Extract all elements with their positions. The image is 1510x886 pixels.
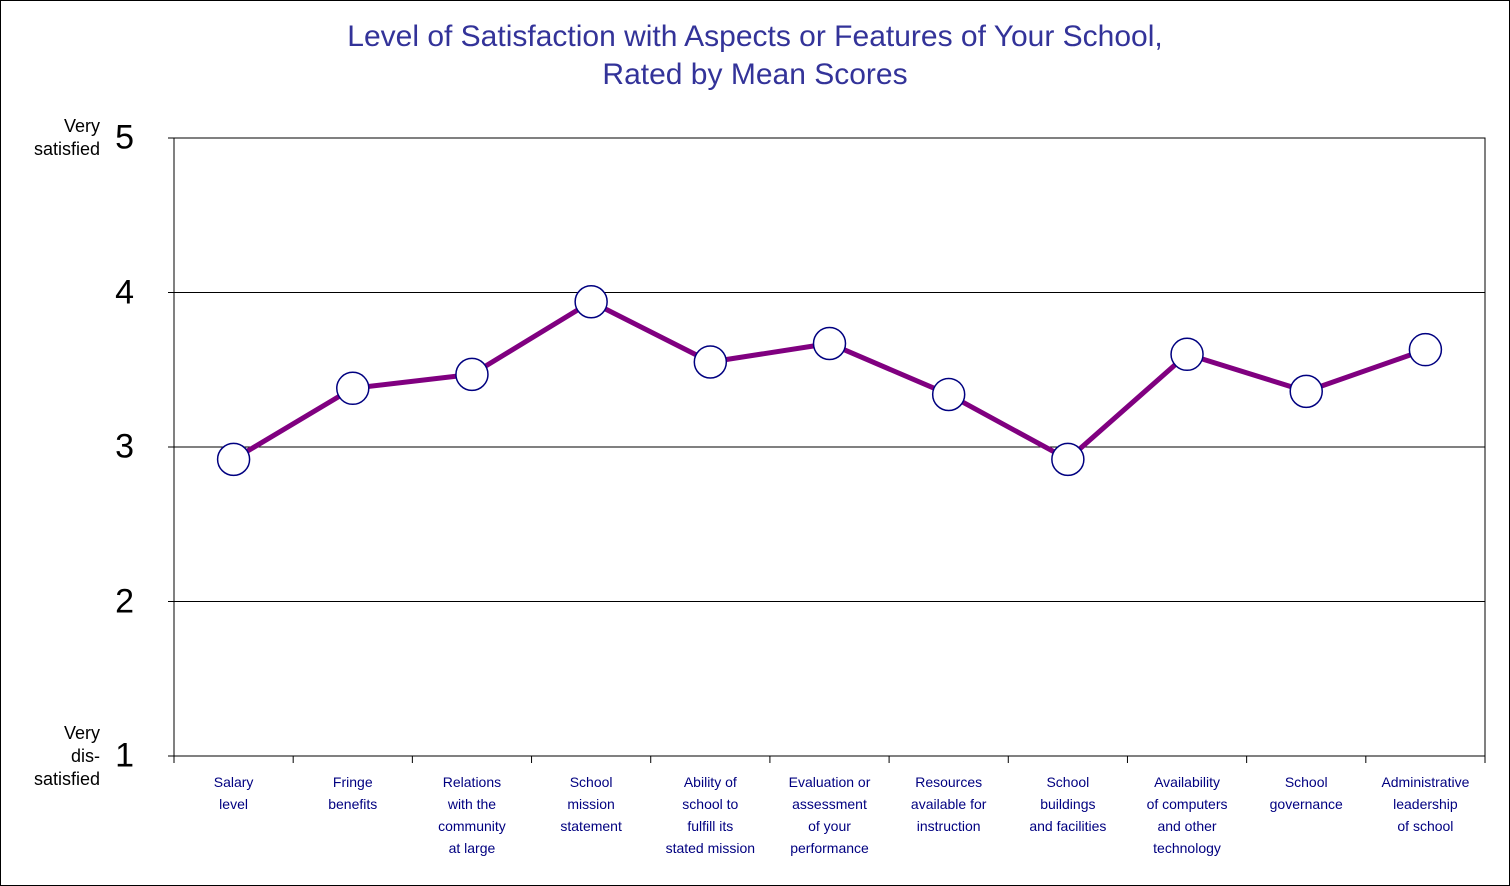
chart-title: Level of Satisfaction with Aspects or Fe… [347, 20, 1163, 91]
y-annotation: Very satisfied [33, 116, 100, 159]
x-tick-label: Administrative leadership of school [1381, 774, 1470, 834]
point-marker [574, 285, 608, 319]
x-tick-label: Resources available for instruction [910, 774, 987, 834]
x-tick-label: School buildings and facilities [1029, 774, 1107, 834]
x-tick-label: Fringe benefits [328, 774, 378, 812]
plot-area [173, 137, 1486, 757]
point-marker [216, 442, 251, 477]
x-tick-label: Ability of school to fulfill its stated … [665, 774, 756, 856]
x-tick-label: Salary level [213, 774, 254, 812]
y-tick-label: 2 [115, 582, 134, 621]
y-tick-label: 1 [115, 736, 134, 775]
point-marker [931, 377, 966, 412]
x-tick-label: Relations with the community at large [438, 774, 506, 856]
y-tick-label: 5 [115, 118, 134, 157]
point-marker [455, 357, 489, 392]
point-marker [1408, 332, 1443, 367]
y-tick-label: 4 [115, 273, 134, 312]
x-tick-label: School mission statement [560, 774, 622, 834]
point-marker [1051, 442, 1085, 477]
point-marker [1289, 374, 1323, 409]
point-marker [1170, 337, 1204, 372]
y-tick-label: 3 [115, 427, 134, 466]
series-line [232, 299, 1427, 462]
point-marker [693, 345, 728, 379]
y-annotation: Very dis- satisfied [33, 722, 100, 789]
x-tick-label: Evaluation or assessment of your perform… [788, 774, 871, 856]
point-marker [336, 371, 370, 406]
x-tick-label: Availability of computers and other tech… [1146, 774, 1228, 856]
x-tick-label: School governance [1269, 774, 1343, 812]
point-marker [812, 326, 847, 361]
